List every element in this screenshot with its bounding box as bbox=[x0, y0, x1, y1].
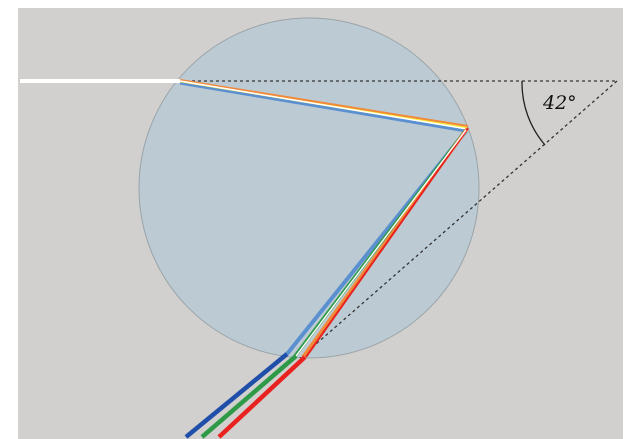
reflected-white-core bbox=[295, 129, 467, 357]
refracted-white-core bbox=[179, 80, 468, 130]
reflected-ray-bundle bbox=[285, 127, 469, 359]
refracted-orange-ray bbox=[179, 79, 469, 127]
refracted-blue-ray bbox=[179, 81, 467, 133]
refracted-ray-bundle bbox=[179, 79, 469, 133]
angle-label: 42° bbox=[542, 92, 577, 114]
exit-blue-ray bbox=[184, 352, 289, 439]
water-droplet bbox=[138, 17, 480, 359]
reflected-red-ray bbox=[305, 127, 469, 358]
angle-arc bbox=[521, 80, 546, 146]
exit-red-ray bbox=[217, 355, 307, 439]
exit-green-ray bbox=[200, 354, 298, 439]
exit-extension-line bbox=[299, 80, 618, 359]
exiting-ray-bundle bbox=[184, 352, 307, 439]
